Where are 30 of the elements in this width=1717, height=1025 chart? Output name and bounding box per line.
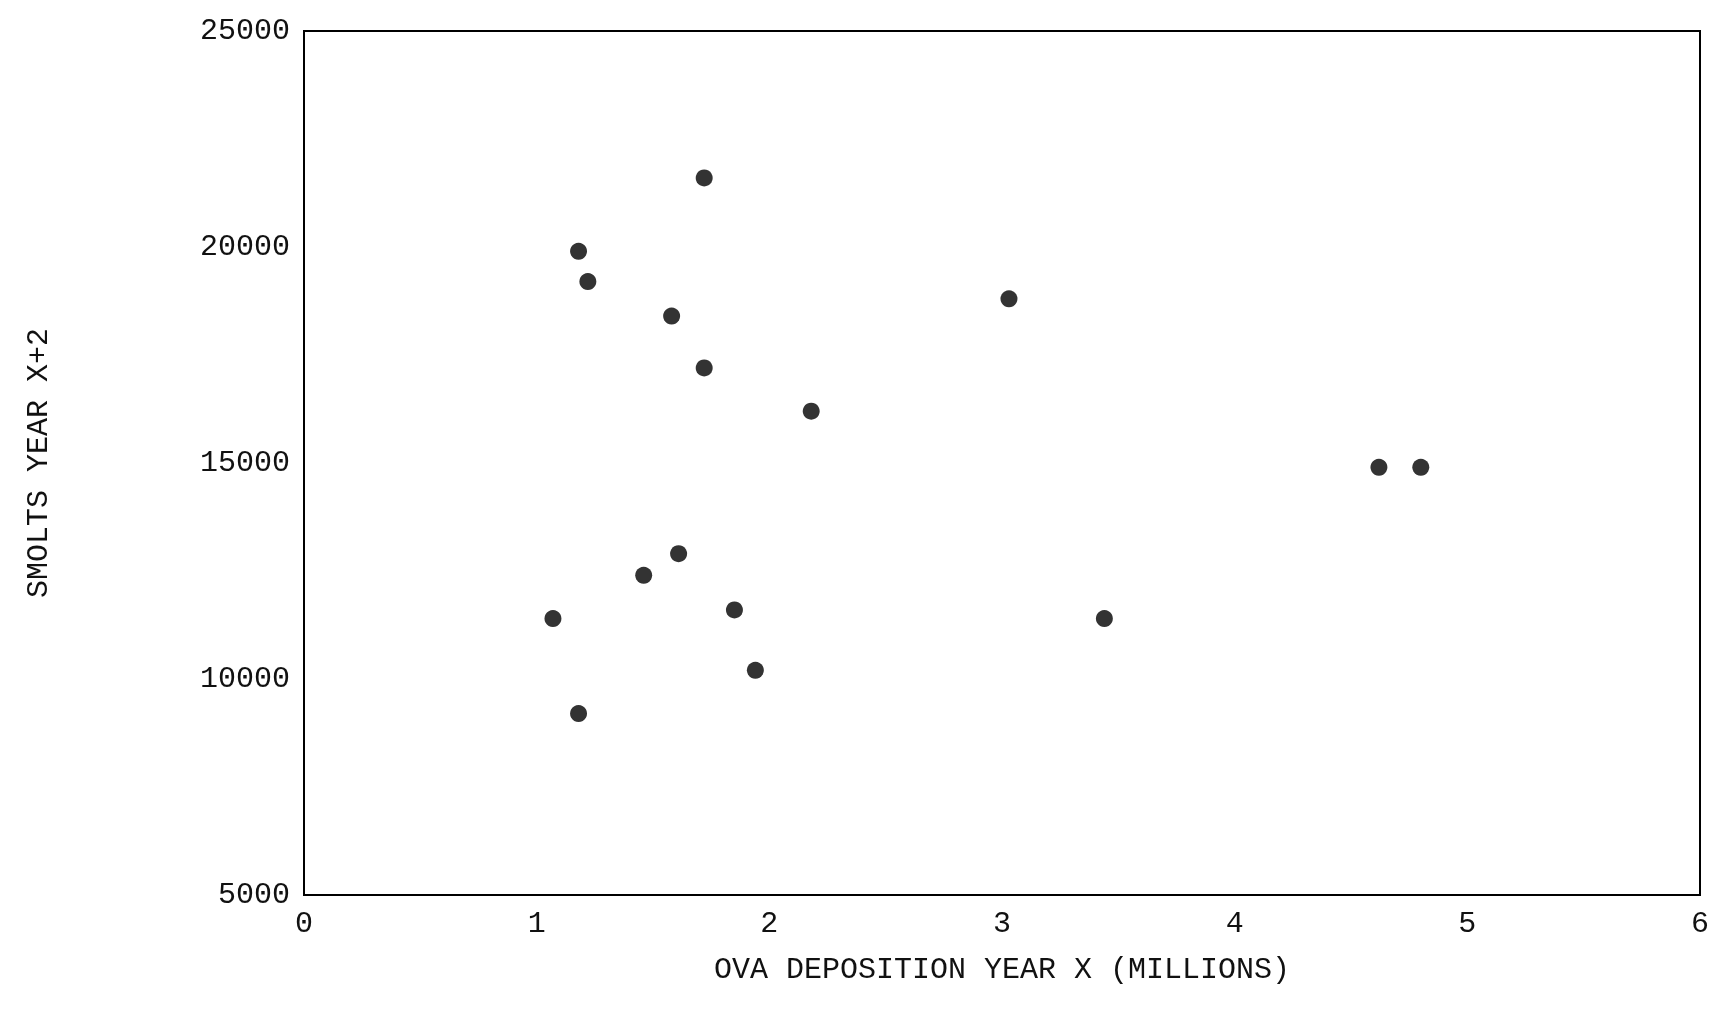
point <box>579 273 597 291</box>
y-tick-label: 20000 <box>199 230 290 264</box>
x-tick-label: 6 <box>1690 907 1710 941</box>
point <box>544 610 562 628</box>
point <box>1412 458 1430 476</box>
point <box>1095 610 1113 628</box>
point <box>670 545 688 563</box>
point <box>663 307 681 325</box>
x-tick-label: 1 <box>527 907 546 941</box>
x-axis-title: OVA DEPOSITION YEAR X (MILLIONS) <box>713 953 1291 987</box>
point <box>802 402 820 420</box>
y-tick-label: 25000 <box>199 14 290 48</box>
y-tick-label: 5000 <box>217 878 290 912</box>
x-tick-label: 4 <box>1225 907 1244 941</box>
x-tick-label: 2 <box>760 907 779 941</box>
point <box>570 705 588 723</box>
point <box>746 661 764 679</box>
y-tick-label: 15000 <box>199 446 290 480</box>
x-tick-label: 3 <box>992 907 1012 941</box>
y-axis-title: SMOLTS YEAR X+2 <box>22 327 56 599</box>
point <box>1370 458 1388 476</box>
x-tick-label: 5 <box>1458 907 1477 941</box>
point <box>695 169 713 187</box>
point <box>695 359 713 377</box>
point <box>1000 290 1018 308</box>
y-tick-label: 10000 <box>199 662 290 696</box>
x-tick-label: 0 <box>294 907 314 941</box>
point <box>635 566 653 584</box>
point <box>570 242 588 260</box>
point <box>725 601 743 619</box>
